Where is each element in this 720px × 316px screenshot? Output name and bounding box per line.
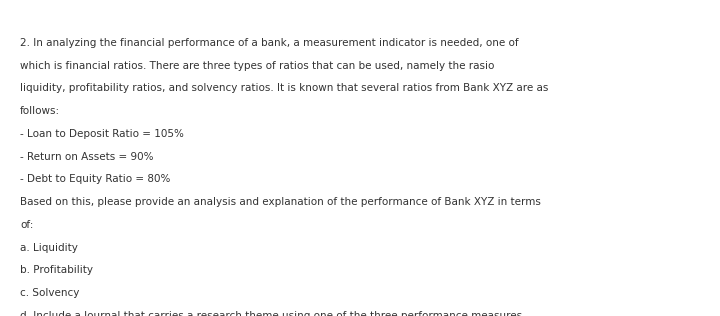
Text: 2. In analyzing the financial performance of a bank, a measurement indicator is : 2. In analyzing the financial performanc…: [20, 38, 519, 48]
Text: which is financial ratios. There are three types of ratios that can be used, nam: which is financial ratios. There are thr…: [20, 61, 495, 71]
Text: - Return on Assets = 90%: - Return on Assets = 90%: [20, 152, 153, 162]
Text: liquidity, profitability ratios, and solvency ratios. It is known that several r: liquidity, profitability ratios, and sol…: [20, 83, 549, 94]
Text: c. Solvency: c. Solvency: [20, 288, 79, 298]
Text: - Debt to Equity Ratio = 80%: - Debt to Equity Ratio = 80%: [20, 174, 171, 185]
Text: b. Profitability: b. Profitability: [20, 265, 93, 276]
Text: Based on this, please provide an analysis and explanation of the performance of : Based on this, please provide an analysi…: [20, 197, 541, 207]
Text: follows:: follows:: [20, 106, 60, 116]
Text: d. Include a Journal that carries a research theme using one of the three perfor: d. Include a Journal that carries a rese…: [20, 311, 522, 316]
Text: - Loan to Deposit Ratio = 105%: - Loan to Deposit Ratio = 105%: [20, 129, 184, 139]
Text: a. Liquidity: a. Liquidity: [20, 243, 78, 253]
Text: of:: of:: [20, 220, 34, 230]
